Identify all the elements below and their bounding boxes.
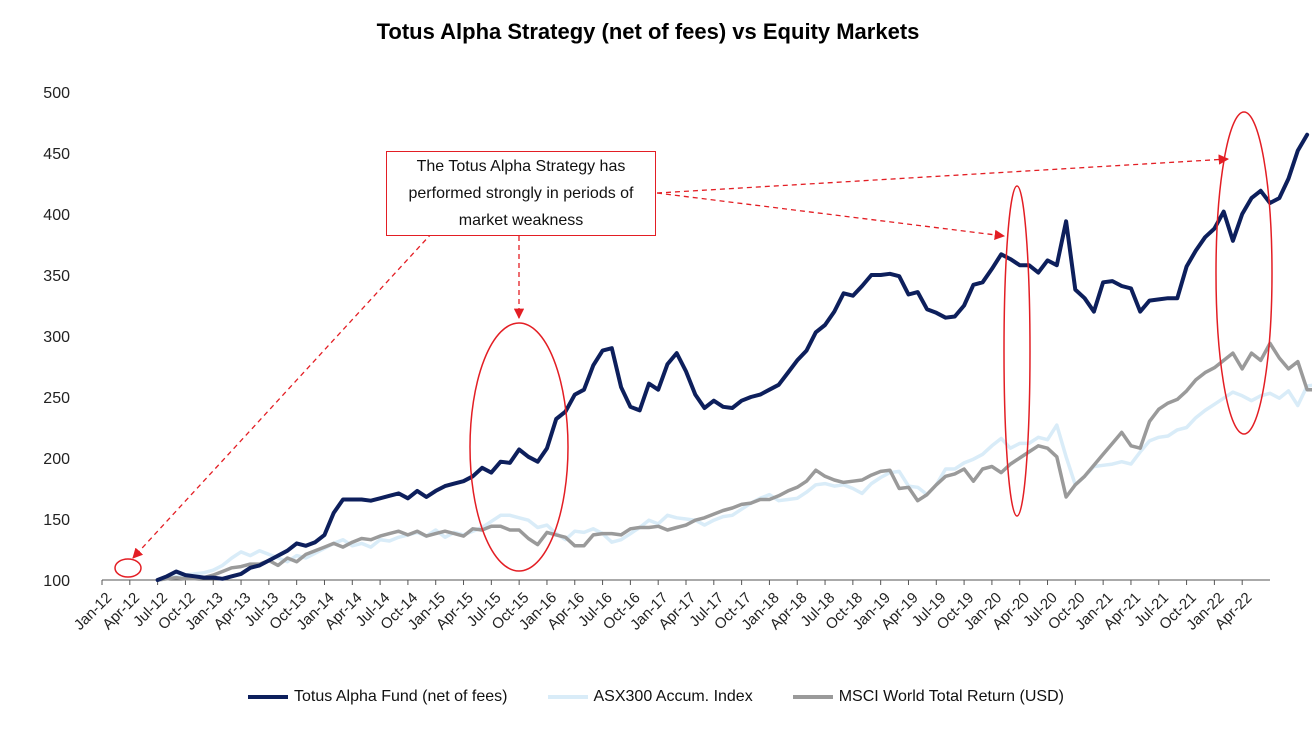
y-tick-label-400: 400 <box>43 207 70 224</box>
y-tick-label-250: 250 <box>43 390 70 407</box>
legend-item-totus: Totus Alpha Fund (net of fees) <box>248 688 508 706</box>
series-line-totus-alpha-fund-net-of-fees <box>155 132 1310 582</box>
highlight-ellipse-2022 <box>1215 111 1273 435</box>
highlight-ellipse-2020 <box>1003 185 1031 517</box>
highlight-ellipse-2015 <box>469 322 569 572</box>
series-layer <box>155 132 1312 582</box>
annotation-callout: The Totus Alpha Strategy has performed s… <box>386 151 656 236</box>
y-axis: 100 150 200 250 300 350 400 450 500 <box>43 85 70 590</box>
y-tick-label-200: 200 <box>43 451 70 468</box>
arrow-to-2020 <box>656 192 1006 241</box>
highlight-ellipse-2012 <box>114 558 142 578</box>
y-tick-label-450: 450 <box>43 146 70 163</box>
y-tick-label-100: 100 <box>43 573 70 590</box>
legend-item-asx300: ASX300 Accum. Index <box>547 688 753 706</box>
y-tick-label-300: 300 <box>43 329 70 346</box>
arrow-to-2022 <box>656 154 1230 194</box>
y-tick-label-350: 350 <box>43 268 70 285</box>
legend-swatch-asx300 <box>547 695 588 699</box>
legend: Totus Alpha Fund (net of fees) ASX300 Ac… <box>0 688 1312 706</box>
series-line-asx300-accum-index <box>155 383 1312 582</box>
legend-label-totus: Totus Alpha Fund (net of fees) <box>294 688 508 705</box>
arrow-to-2012 <box>132 232 433 559</box>
legend-swatch-msci <box>792 695 833 699</box>
y-tick-label-500: 500 <box>43 85 70 102</box>
series-line-msci-world-total-return-usd <box>155 341 1312 582</box>
chart-title: Totus Alpha Strategy (net of fees) vs Eq… <box>376 19 920 44</box>
x-axis: Jan-12Apr-12Jul-12Oct-12Jan-13Apr-13Jul-… <box>71 579 1270 634</box>
legend-label-asx300: ASX300 Accum. Index <box>593 688 753 705</box>
legend-item-msci: MSCI World Total Return (USD) <box>792 688 1064 706</box>
annotation-layer <box>114 111 1273 578</box>
y-tick-label-150: 150 <box>43 512 70 529</box>
legend-swatch-totus <box>248 695 289 699</box>
legend-label-msci: MSCI World Total Return (USD) <box>838 688 1064 705</box>
